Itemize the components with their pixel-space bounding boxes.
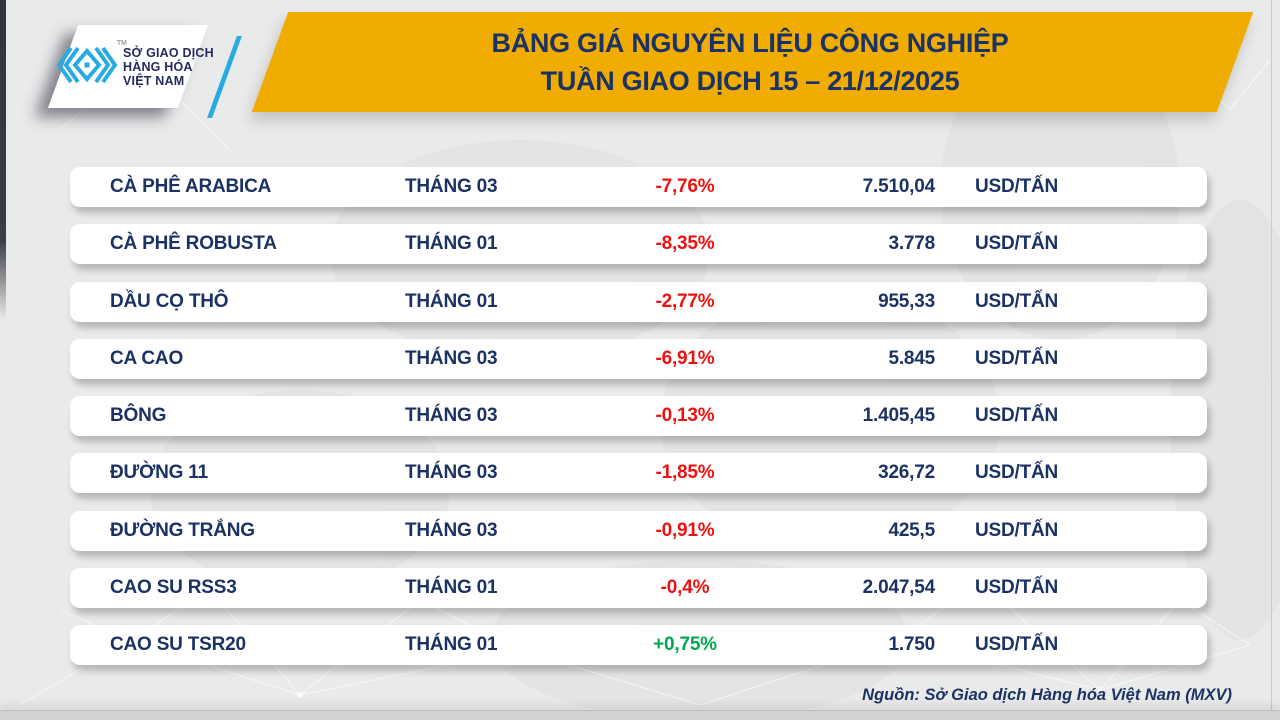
mxv-org-name: SỞ GIAO DỊCH HÀNG HÓA VIỆT NAM — [123, 46, 214, 88]
price-value: 5.845 — [888, 347, 935, 369]
page-title-line1: BẢNG GIÁ NGUYÊN LIỆU CÔNG NGHIỆP — [491, 28, 1009, 58]
percent-change: -0,13% — [655, 405, 715, 427]
price-unit: USD/TẤN — [975, 634, 1059, 656]
right-edge-line — [1271, 0, 1272, 720]
commodity-name: BÔNG — [110, 405, 167, 427]
contract-month: THÁNG 01 — [405, 290, 498, 312]
table-row: ĐƯỜNG 11 THÁNG 03 -1,85% 326,72 USD/TẤN — [70, 453, 1207, 494]
page-title-line2: TUẦN GIAO DỊCH 15 – 21/12/2025 — [540, 66, 960, 96]
left-edge-strip — [0, 0, 6, 320]
commodity-name: ĐƯỜNG 11 — [110, 462, 208, 484]
commodity-name: CÀ PHÊ ROBUSTA — [110, 233, 277, 255]
percent-change: +0,75% — [653, 634, 717, 656]
commodity-name: CA CAO — [110, 347, 184, 369]
price-value: 7.510,04 — [862, 176, 936, 197]
percent-change: -7,76% — [655, 176, 715, 197]
bottom-edge-band — [0, 710, 1280, 720]
contract-month: THÁNG 01 — [405, 577, 498, 599]
mxv-org-line3: VIỆT NAM — [123, 74, 185, 88]
contract-month: THÁNG 03 — [405, 519, 498, 541]
table-row: ĐƯỜNG TRẮNG THÁNG 03 -0,91% 425,5 USD/TẤ… — [70, 510, 1207, 551]
price-value: 425,5 — [888, 519, 935, 541]
price-unit: USD/TẤN — [975, 577, 1059, 599]
percent-change: -6,91% — [655, 347, 715, 369]
contract-month: THÁNG 03 — [405, 176, 498, 197]
table-row: BÔNG THÁNG 03 -0,13% 1.405,45 USD/TẤN — [70, 396, 1207, 437]
price-unit: USD/TẤN — [975, 233, 1059, 255]
contract-month: THÁNG 01 — [405, 233, 498, 255]
commodity-name: CAO SU RSS3 — [110, 577, 237, 599]
price-table: CÀ PHÊ ARABICA THÁNG 03 -7,76% 7.510,04 … — [70, 167, 1207, 666]
commodity-name: DẦU CỌ THÔ — [110, 290, 229, 312]
price-unit: USD/TẤN — [975, 347, 1059, 369]
table-row: DẦU CỌ THÔ THÁNG 01 -2,77% 955,33 USD/TẤ… — [70, 281, 1207, 322]
table-row: CAO SU TSR20 THÁNG 01 +0,75% 1.750 USD/T… — [70, 625, 1207, 666]
price-value: 3.778 — [888, 233, 935, 255]
table-row: CÀ PHÊ ROBUSTA THÁNG 01 -8,35% 3.778 USD… — [70, 224, 1207, 265]
mxv-chevron-logo-icon: TM — [56, 40, 127, 93]
source-note: Nguồn: Sở Giao dịch Hàng hóa Việt Nam (M… — [862, 686, 1232, 704]
table-row: CA CAO THÁNG 03 -6,91% 5.845 USD/TẤN — [70, 338, 1207, 379]
percent-change: -2,77% — [655, 290, 715, 312]
price-value: 326,72 — [878, 462, 935, 484]
price-value: 1.405,45 — [862, 405, 936, 427]
price-unit: USD/TẤN — [975, 519, 1059, 541]
price-unit: USD/TẤN — [975, 176, 1059, 197]
price-value: 2.047,54 — [862, 577, 936, 599]
contract-month: THÁNG 03 — [405, 462, 498, 484]
contract-month: THÁNG 01 — [405, 634, 498, 656]
mxv-org-line2: HÀNG HÓA — [123, 60, 193, 74]
commodity-name: CAO SU TSR20 — [110, 634, 246, 656]
percent-change: -0,91% — [655, 519, 715, 541]
trademark-label: TM — [116, 39, 127, 47]
table-row: CÀ PHÊ ARABICA THÁNG 03 -7,76% 7.510,04 … — [70, 167, 1207, 207]
table-row: CAO SU RSS3 THÁNG 01 -0,4% 2.047,54 USD/… — [70, 568, 1207, 609]
mxv-logo: TM SỞ GIAO DỊCH HÀNG HÓA VIỆT NAM — [56, 31, 214, 103]
price-unit: USD/TẤN — [975, 462, 1059, 484]
price-value: 955,33 — [878, 290, 935, 312]
price-unit: USD/TẤN — [975, 405, 1059, 427]
mxv-org-line1: SỞ GIAO DỊCH — [123, 46, 214, 60]
percent-change: -1,85% — [655, 462, 715, 484]
price-value: 1.750 — [888, 634, 935, 656]
percent-change: -8,35% — [655, 233, 715, 255]
contract-month: THÁNG 03 — [405, 347, 498, 369]
commodity-name: CÀ PHÊ ARABICA — [110, 176, 272, 197]
percent-change: -0,4% — [660, 577, 710, 599]
page-title: BẢNG GIÁ NGUYÊN LIỆU CÔNG NGHIỆP TUẦN GI… — [300, 12, 1200, 112]
price-unit: USD/TẤN — [975, 290, 1059, 312]
contract-month: THÁNG 03 — [405, 405, 498, 427]
commodity-name: ĐƯỜNG TRẮNG — [110, 519, 255, 541]
